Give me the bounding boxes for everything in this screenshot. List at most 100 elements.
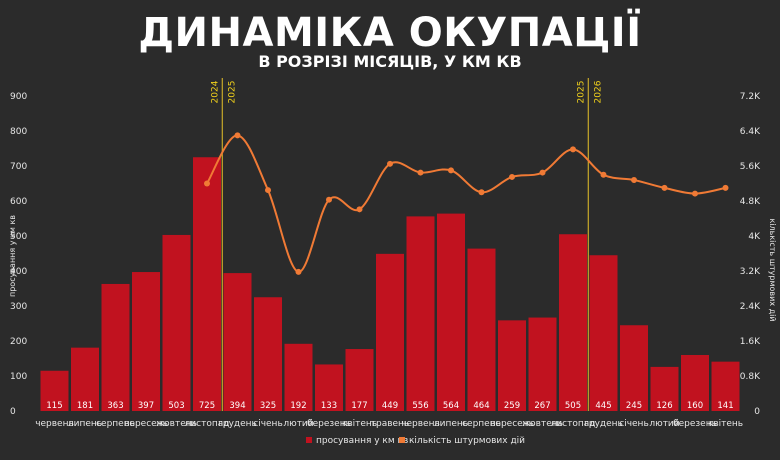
year-label: 2024 bbox=[210, 80, 220, 103]
line-point bbox=[570, 146, 576, 153]
y-tick-label: 0 bbox=[10, 407, 16, 417]
bar bbox=[101, 283, 130, 411]
line-point bbox=[692, 190, 698, 197]
bar bbox=[681, 355, 709, 411]
y-tick-label: 300 bbox=[10, 302, 27, 312]
x-tick-label: вересень bbox=[490, 419, 534, 429]
bar bbox=[467, 248, 496, 411]
legend-label-bars: просування у км кв bbox=[316, 436, 408, 446]
bar-value-label: 126 bbox=[656, 401, 672, 411]
bar bbox=[559, 234, 587, 411]
year-dividers: 2024 2025 2025 2026 bbox=[210, 78, 603, 411]
x-tick-label: вересень bbox=[124, 419, 168, 429]
x-tick-label: лютий bbox=[649, 419, 679, 429]
line-point bbox=[265, 187, 271, 194]
bar-value-label: 725 bbox=[199, 401, 215, 411]
bar bbox=[376, 253, 404, 411]
bar bbox=[711, 361, 740, 411]
bar-value-label: 267 bbox=[534, 401, 550, 411]
y2-tick-label: 5.6K bbox=[740, 162, 761, 172]
x-tick-label: грудень bbox=[218, 419, 257, 429]
y2-tick-label: 3.2K bbox=[740, 267, 761, 277]
y-tick-label: 600 bbox=[10, 197, 27, 207]
bar bbox=[498, 320, 526, 411]
line-point bbox=[234, 132, 241, 139]
bar-value-label: 449 bbox=[382, 401, 398, 411]
line-point bbox=[387, 160, 393, 167]
y2-tick-label: 0 bbox=[754, 407, 760, 417]
line-point bbox=[722, 184, 729, 191]
line-point bbox=[600, 171, 607, 178]
bar-value-label: 177 bbox=[351, 401, 367, 411]
x-tick-label: серпень bbox=[96, 419, 135, 429]
x-tick-label: січень bbox=[253, 419, 283, 429]
x-tick-label: березень bbox=[307, 419, 351, 429]
y-tick-label: 500 bbox=[10, 232, 27, 242]
line-point bbox=[448, 167, 454, 174]
bar-value-label: 181 bbox=[77, 401, 93, 411]
chart-title: ДИНАМІКА ОКУПАЦІЇ bbox=[138, 10, 642, 56]
bar bbox=[528, 317, 557, 411]
line-point bbox=[661, 184, 668, 191]
bar-value-label: 394 bbox=[229, 401, 245, 411]
y-tick-label: 800 bbox=[10, 127, 27, 137]
year-label: 2026 bbox=[593, 80, 603, 103]
chart-subtitle: В РОЗРІЗІ МІСЯЦІВ, У КМ КВ bbox=[258, 52, 522, 71]
bar bbox=[437, 213, 465, 411]
line-point bbox=[295, 268, 302, 275]
bar bbox=[284, 343, 313, 411]
bar bbox=[345, 349, 374, 411]
line-point bbox=[509, 173, 515, 180]
bar bbox=[193, 157, 221, 411]
y2-tick-label: 0.8K bbox=[740, 372, 761, 382]
x-tick-label: червень bbox=[401, 419, 440, 429]
bar bbox=[650, 366, 679, 411]
bar bbox=[71, 347, 99, 411]
y2-tick-label: 1.6K bbox=[740, 337, 761, 347]
x-tick-label: травень bbox=[371, 419, 410, 429]
y2-tick-label: 4K bbox=[748, 232, 761, 242]
line-point bbox=[631, 177, 637, 183]
bar-value-label: 115 bbox=[46, 401, 62, 411]
x-tick-label: липень bbox=[434, 419, 468, 429]
bar-series bbox=[40, 157, 740, 411]
bar bbox=[406, 216, 435, 411]
right-axis-ticks: 0 0.8K 1.6K 2.4K 3.2K 4K 4.8K 5.6K 6.4K 7.2K bbox=[740, 92, 761, 417]
right-axis-title: кількість штурмових дій bbox=[768, 218, 777, 321]
line-point bbox=[417, 169, 424, 176]
x-tick-label: липень bbox=[68, 419, 102, 429]
line-path bbox=[206, 134, 726, 273]
y-tick-label: 400 bbox=[10, 267, 27, 277]
y-tick-label: 900 bbox=[10, 92, 27, 102]
bar bbox=[40, 370, 69, 411]
year-label: 2025 bbox=[576, 81, 586, 104]
x-tick-label: грудень bbox=[584, 419, 623, 429]
bar-value-label: 141 bbox=[717, 401, 733, 411]
y2-tick-label: 4.8K bbox=[740, 197, 761, 207]
x-tick-label: квітень bbox=[708, 419, 743, 429]
bar bbox=[620, 325, 648, 411]
y2-tick-label: 2.4K bbox=[740, 302, 761, 312]
x-tick-label: листопад bbox=[551, 419, 596, 429]
line-point bbox=[326, 196, 332, 203]
bar-value-label: 192 bbox=[290, 401, 306, 411]
legend-swatch-bars bbox=[306, 437, 312, 443]
line-point bbox=[478, 189, 485, 196]
bar-value-label: 363 bbox=[107, 401, 123, 411]
left-axis-ticks: 0 100 200 300 400 500 600 700 800 900 bbox=[10, 92, 27, 417]
line-point bbox=[539, 169, 546, 176]
bar-value-label: 564 bbox=[443, 401, 459, 411]
y-tick-label: 100 bbox=[10, 372, 27, 382]
bar-value-label: 397 bbox=[138, 401, 154, 411]
x-tick-label: листопад bbox=[185, 419, 230, 429]
legend-label-line: кількість штурмових дій bbox=[409, 436, 525, 446]
bar-value-label: 325 bbox=[260, 401, 276, 411]
x-tick-label: червень bbox=[35, 419, 74, 429]
bar-value-label: 556 bbox=[412, 401, 428, 411]
bar-value-label: 505 bbox=[565, 401, 581, 411]
y-tick-label: 200 bbox=[10, 337, 27, 347]
x-tick-label: жовтень bbox=[522, 419, 563, 429]
left-axis-title: просування у км кв bbox=[8, 215, 17, 297]
year-label: 2025 bbox=[227, 81, 237, 104]
